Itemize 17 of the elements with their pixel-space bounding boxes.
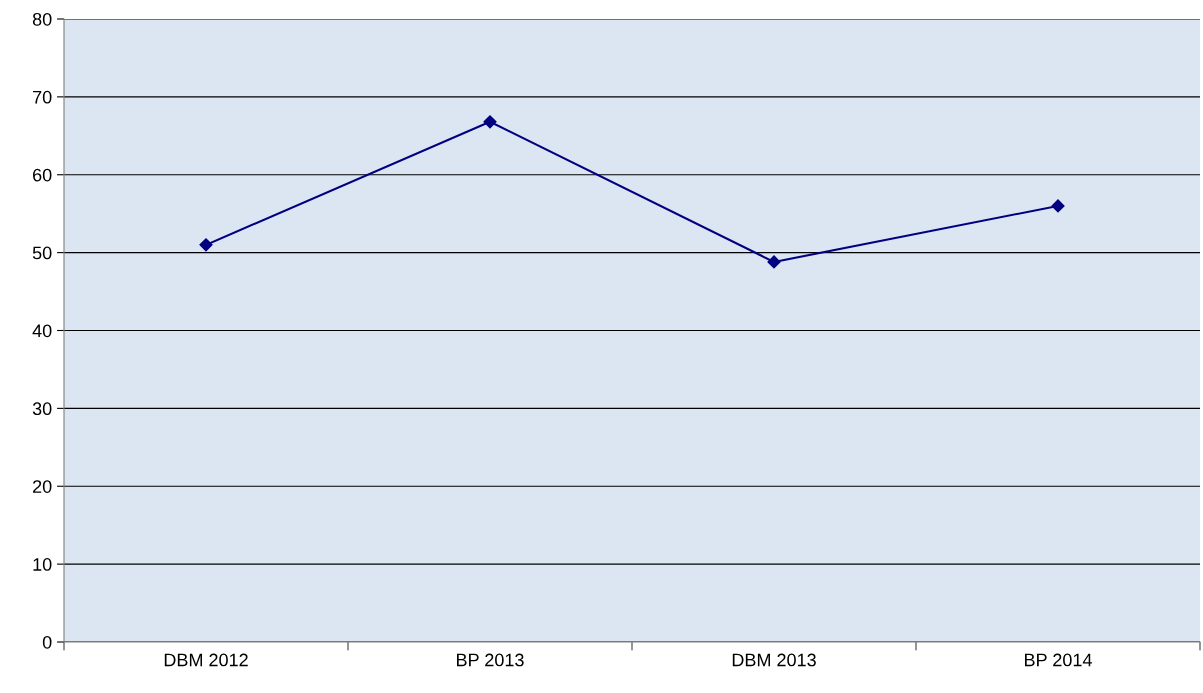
y-tick-label: 20: [33, 480, 52, 493]
x-tick-label: DBM 2012: [164, 653, 248, 667]
y-tick-label: 70: [33, 90, 52, 104]
y-tick-label: 80: [32, 12, 52, 26]
x-tick-label: BP 2013: [457, 653, 524, 667]
point: [767, 255, 781, 269]
x-tick-label: DBM 2013: [732, 653, 816, 667]
point: [483, 115, 497, 129]
point: [199, 238, 213, 252]
point: [1051, 199, 1065, 213]
x-tick-label: BP 2014: [1025, 653, 1092, 667]
y-tick-label: 60: [33, 168, 52, 182]
y-tick-label: 30: [32, 402, 52, 416]
y-tick-label: 40: [32, 324, 52, 338]
y-tick-label: 0: [42, 635, 52, 649]
y-tick-label: 10: [33, 558, 52, 571]
y-tick-label: 50: [32, 246, 52, 260]
